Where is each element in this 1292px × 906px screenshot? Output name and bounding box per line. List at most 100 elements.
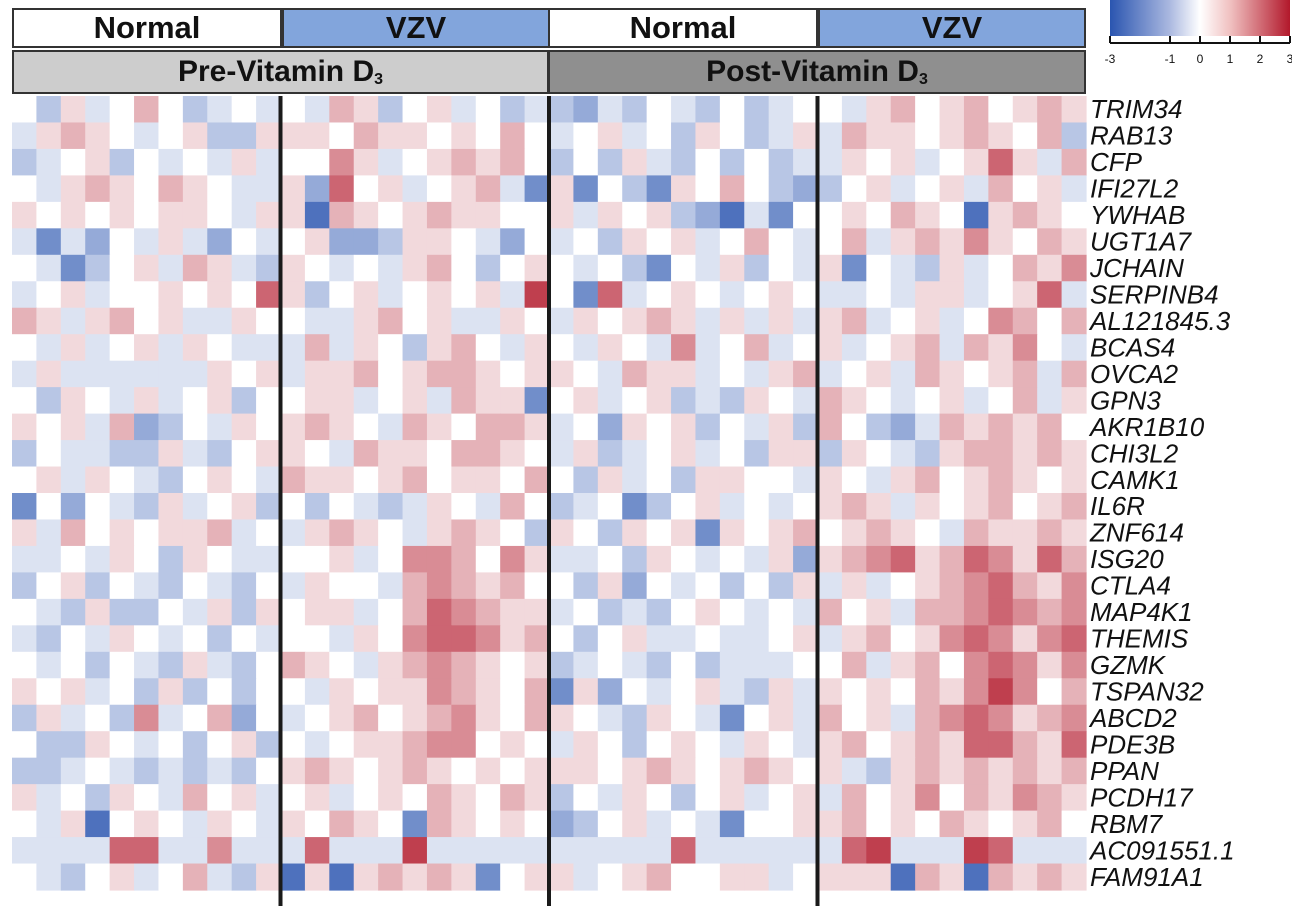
heatmap-cell (671, 307, 697, 335)
heatmap-cell (597, 837, 623, 865)
heatmap-cell (182, 466, 208, 494)
heatmap-cell (1061, 360, 1087, 388)
heatmap-cell (329, 175, 355, 203)
heatmap-cell (695, 201, 721, 229)
heatmap-cell (158, 254, 184, 282)
heatmap-cell (451, 228, 477, 256)
heatmap-cell (963, 704, 989, 732)
heatmap-cell (939, 360, 965, 388)
heatmap-cell (695, 387, 721, 415)
heatmap-cell (36, 863, 62, 891)
heatmap-cell (963, 651, 989, 679)
heatmap-cell (182, 810, 208, 838)
heatmap-cell (890, 148, 916, 176)
heatmap-cell (988, 704, 1014, 732)
heatmap-cell (1037, 757, 1063, 785)
heatmap-cell (890, 122, 916, 150)
heatmap-cell (378, 334, 404, 362)
heatmap-cell (475, 519, 501, 547)
heatmap-cell (1037, 96, 1063, 124)
heatmap-cell (671, 122, 697, 150)
heatmap-cell (329, 254, 355, 282)
heatmap-cell (817, 625, 843, 653)
heatmap-cell (793, 307, 819, 335)
heatmap-cell (329, 784, 355, 812)
heatmap-cell (549, 96, 575, 124)
heatmap-cell (280, 545, 306, 573)
heatmap-cell (158, 810, 184, 838)
heatmap-cell (207, 837, 233, 865)
heatmap-cell (231, 307, 257, 335)
heatmap-cell (158, 545, 184, 573)
heatmap-cell (60, 254, 86, 282)
heatmap-cell (426, 281, 452, 309)
heatmap-cell (744, 307, 770, 335)
heatmap-cell (939, 387, 965, 415)
heatmap-cell (207, 519, 233, 547)
heatmap-cell (597, 254, 623, 282)
heatmap-cell (866, 466, 892, 494)
heatmap-cell (915, 810, 941, 838)
heatmap-cell (866, 122, 892, 150)
heatmap-cell (866, 96, 892, 124)
heatmap-cell (963, 863, 989, 891)
heatmap-cell (939, 572, 965, 600)
heatmap-cell (524, 175, 550, 203)
heatmap-cell (744, 360, 770, 388)
heatmap-cell (353, 493, 379, 521)
heatmap-cell (866, 545, 892, 573)
heatmap-cell (109, 96, 135, 124)
heatmap-cell (573, 148, 599, 176)
heatmap-cell (988, 493, 1014, 521)
heatmap-cell (60, 837, 86, 865)
heatmap-cell (426, 731, 452, 759)
heatmap-cell (182, 440, 208, 468)
heatmap-cell (134, 678, 160, 706)
heatmap-cell (622, 810, 648, 838)
heatmap-cell (402, 493, 428, 521)
heatmap-cell (890, 757, 916, 785)
heatmap-cell (988, 651, 1014, 679)
heatmap-cell (573, 704, 599, 732)
heatmap-cell (60, 704, 86, 732)
heatmap-cell (963, 810, 989, 838)
heatmap-cell (890, 863, 916, 891)
heatmap-cell (280, 122, 306, 150)
heatmap-cell (939, 519, 965, 547)
heatmap-cell (402, 598, 428, 626)
heatmap-cell (768, 201, 794, 229)
heatmap-cell (890, 545, 916, 573)
legend-tick-label: -3 (1105, 52, 1116, 66)
heatmap-cell (841, 148, 867, 176)
heatmap-cell (597, 440, 623, 468)
heatmap-cell (695, 281, 721, 309)
heatmap-cell (134, 704, 160, 732)
heatmap-cell (426, 493, 452, 521)
heatmap-cell (646, 810, 672, 838)
heatmap-cell (768, 228, 794, 256)
heatmap-cell (500, 810, 526, 838)
heatmap-cell (1061, 598, 1087, 626)
heatmap-cell (60, 360, 86, 388)
heatmap-cell (963, 148, 989, 176)
heatmap-cell (329, 625, 355, 653)
heatmap-cell (304, 493, 330, 521)
heatmap-cell (36, 545, 62, 573)
heatmap-cell (109, 148, 135, 176)
heatmap-cell (890, 678, 916, 706)
heatmap-cell (402, 201, 428, 229)
heatmap-cell (939, 704, 965, 732)
heatmap-cell (134, 598, 160, 626)
heatmap-cell (109, 175, 135, 203)
heatmap-cell (719, 810, 745, 838)
heatmap-cell (646, 387, 672, 415)
heatmap-cell (1037, 254, 1063, 282)
heatmap-cell (671, 413, 697, 441)
heatmap-cell (671, 784, 697, 812)
heatmap-cell (134, 148, 160, 176)
heatmap-cell (817, 413, 843, 441)
heatmap-cell (988, 863, 1014, 891)
heatmap-cell (207, 731, 233, 759)
heatmap-cell (451, 175, 477, 203)
heatmap-cell (475, 307, 501, 335)
